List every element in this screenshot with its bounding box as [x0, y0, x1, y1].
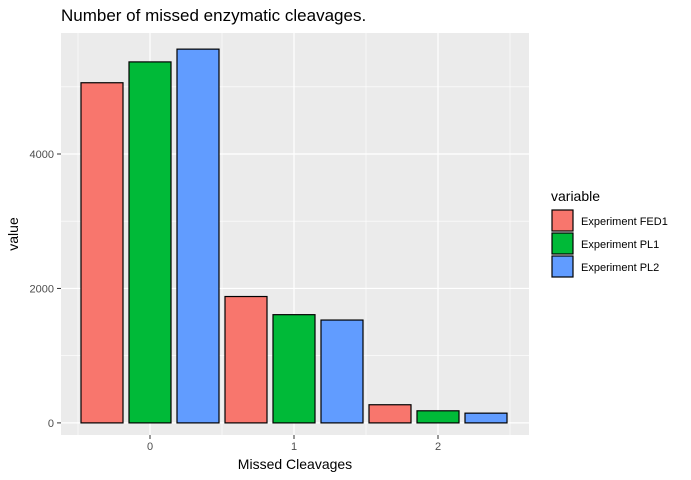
bar-experiment-fed1-0 [80, 82, 124, 424]
legend-label-experiment-fed1: Experiment FED1 [581, 216, 668, 228]
legend-key-experiment-pl2 [551, 255, 574, 278]
y-tick-label: 4000 [30, 149, 54, 161]
legend-key-experiment-fed1 [551, 209, 574, 232]
chart-title: Number of missed enzymatic cleavages. [61, 6, 366, 25]
y-tick-label: 0 [48, 418, 54, 430]
legend-key-experiment-pl1 [551, 232, 574, 255]
bar-experiment-pl1-2 [416, 410, 460, 424]
legend-title: variable [551, 188, 600, 204]
y-axis-ticks: 0 2000 4000 [30, 149, 61, 430]
bar-experiment-pl1-0 [128, 61, 172, 424]
legend-label-experiment-pl2: Experiment PL2 [581, 262, 659, 274]
bar-experiment-pl2-0 [176, 48, 220, 424]
bars [80, 48, 508, 424]
bar-experiment-fed1-2 [368, 404, 412, 424]
legend: variable Experiment FED1 Experiment PL1 Ex… [551, 188, 668, 278]
y-axis-title: value [5, 217, 21, 251]
x-tick-label: 1 [291, 441, 297, 453]
x-axis-title: Missed Cleavages [238, 456, 352, 472]
bar-experiment-pl1-1 [272, 314, 316, 424]
x-tick-label: 0 [147, 441, 153, 453]
x-tick-label: 2 [435, 441, 441, 453]
bar-experiment-pl2-1 [320, 319, 364, 424]
y-tick-label: 2000 [30, 283, 54, 295]
bar-experiment-pl2-2 [464, 412, 508, 424]
legend-label-experiment-pl1: Experiment PL1 [581, 239, 659, 251]
bar-experiment-fed1-1 [224, 295, 268, 424]
x-axis-ticks: 0 1 2 [147, 435, 441, 453]
